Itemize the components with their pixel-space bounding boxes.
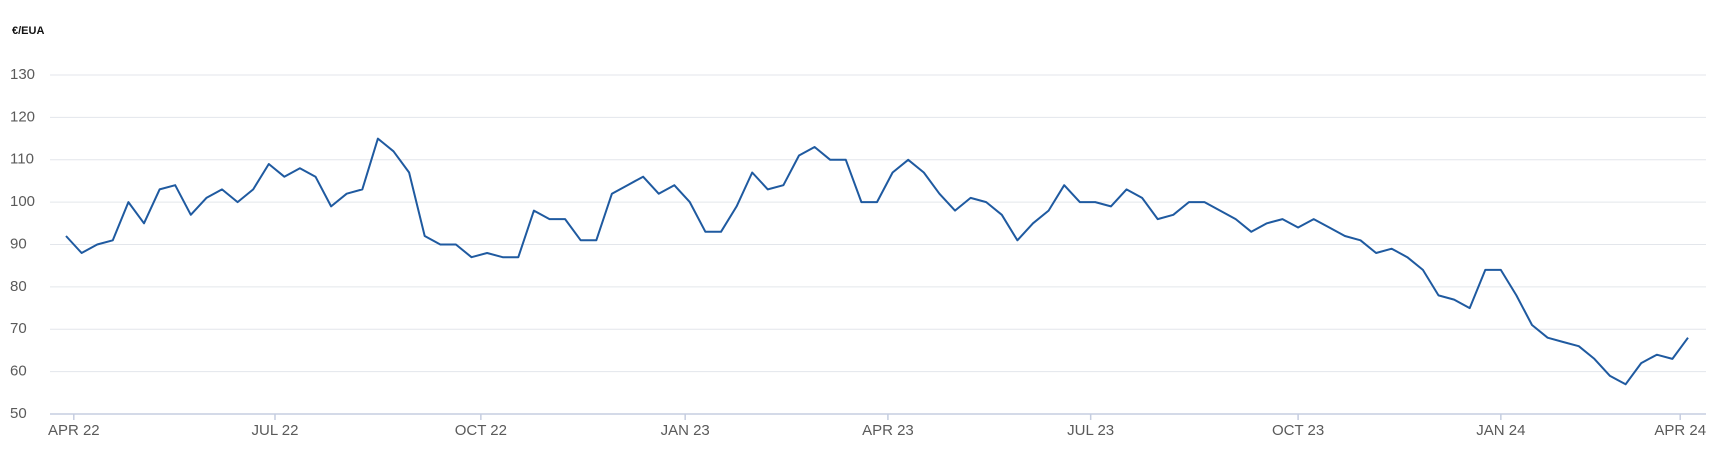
y-tick-label: 50 <box>10 405 27 422</box>
x-tick-label: JUL 22 <box>251 422 298 439</box>
y-tick-label: 100 <box>10 193 35 210</box>
y-tick-label: 80 <box>10 278 27 295</box>
x-tick-label: OCT 23 <box>1272 422 1324 439</box>
x-tick-label: APR 22 <box>48 422 100 439</box>
y-tick-label: 130 <box>10 66 35 83</box>
x-tick-label: APR 23 <box>862 422 914 439</box>
y-tick-label: 90 <box>10 235 27 252</box>
y-tick-label: 120 <box>10 108 35 125</box>
price-line <box>65 137 1689 386</box>
y-axis-label: €/EUA <box>12 25 44 37</box>
x-tick-label: JAN 23 <box>661 422 710 439</box>
x-tick-label: JUL 23 <box>1067 422 1114 439</box>
y-tick-label: 110 <box>10 151 34 168</box>
y-tick-label: 70 <box>10 320 27 337</box>
y-tick-label: 60 <box>10 363 27 380</box>
x-tick-label: OCT 22 <box>455 422 507 439</box>
x-tick-label: APR 24 <box>1654 422 1706 439</box>
x-tick-label: JAN 24 <box>1476 422 1525 439</box>
